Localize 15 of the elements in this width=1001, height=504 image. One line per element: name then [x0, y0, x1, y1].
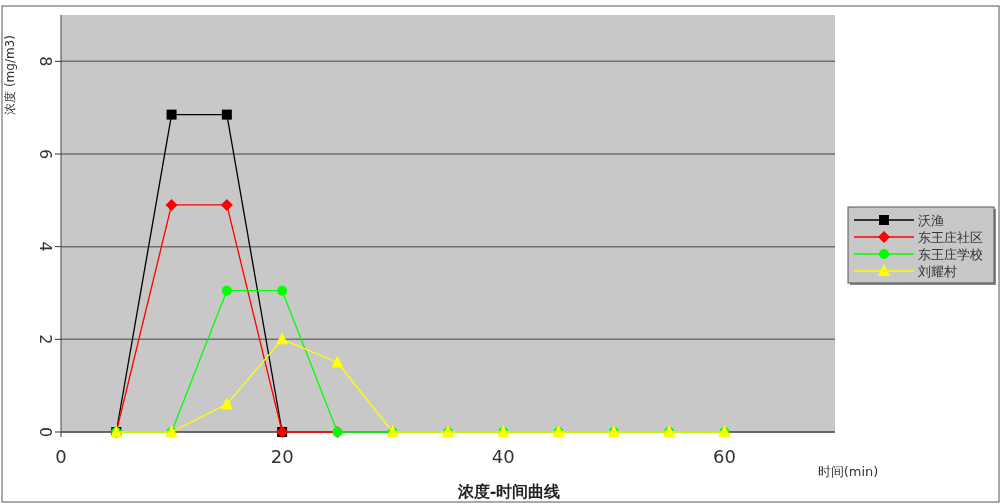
- x-axis-title: 时间(min): [817, 464, 879, 479]
- y-tick-label: 6: [36, 148, 55, 160]
- y-tick-label: 2: [36, 334, 55, 345]
- x-tick-label: 40: [491, 446, 515, 467]
- y-tick-label: 4: [36, 241, 55, 252]
- x-tick-label: 20: [270, 446, 294, 467]
- y-tick-label: 0: [36, 426, 55, 438]
- x-tick-label: 60: [712, 446, 736, 467]
- y-axis-title: 浓度 (mg/m3): [3, 35, 17, 115]
- y-tick-label: 8: [36, 56, 55, 67]
- legend-label: 东王庄社区: [918, 230, 983, 245]
- legend-label: 刘耀村: [918, 264, 957, 279]
- text: 浓度-时间曲线: [456, 482, 561, 501]
- legend-label: 东王庄学校: [918, 247, 983, 262]
- legend-label: 沃渔: [918, 213, 944, 228]
